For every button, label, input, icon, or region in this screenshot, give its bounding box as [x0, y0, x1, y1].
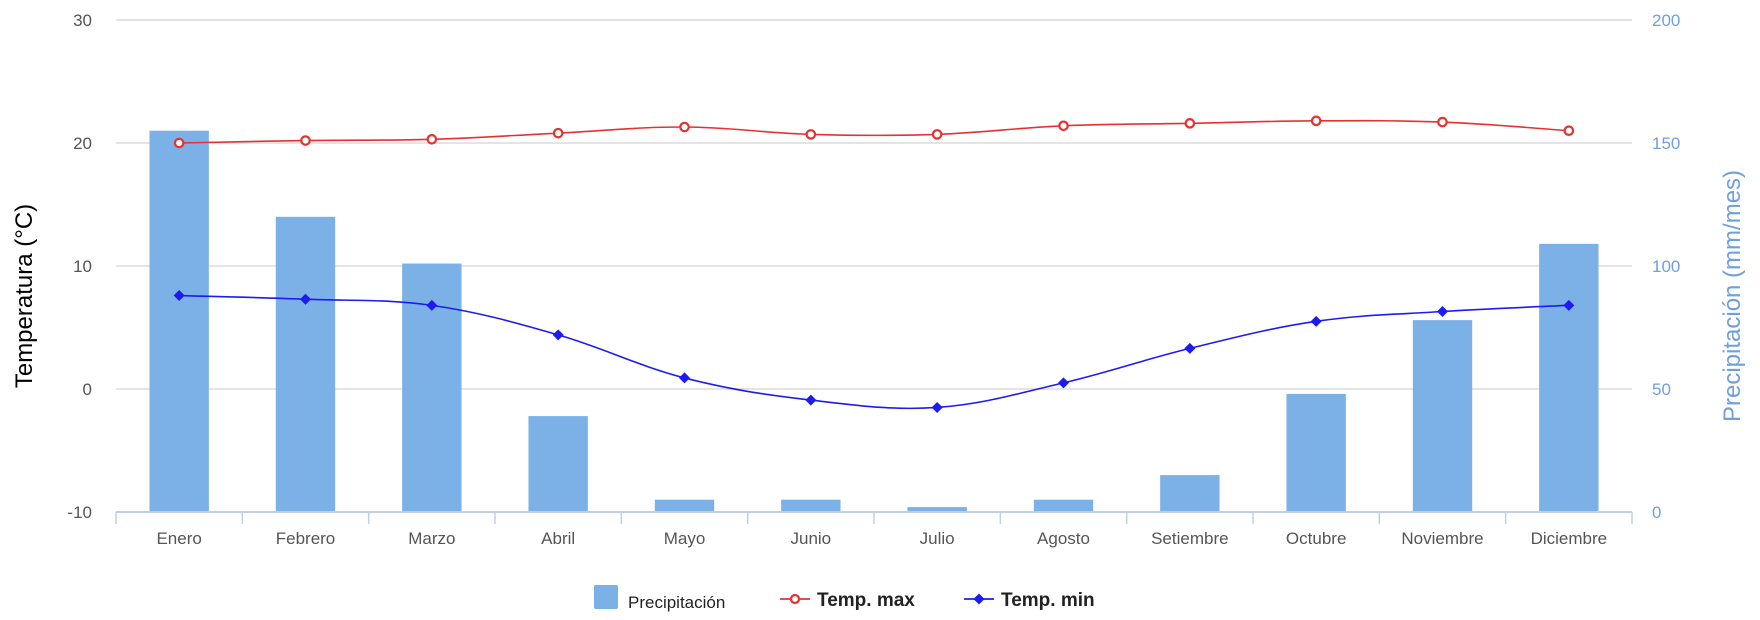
x-tick-label: Febrero [276, 529, 336, 548]
temp-max-marker [1058, 120, 1069, 132]
x-tick-label: Octubre [1286, 529, 1346, 548]
temp-min-marker [1563, 299, 1575, 311]
precipitation-bar [528, 416, 588, 512]
temp-min-marker [173, 290, 185, 302]
temp-max-marker [426, 134, 438, 145]
temp-min-marker [1310, 315, 1322, 327]
y-right-tick-label: 0 [1652, 503, 1661, 522]
precipitation-bar [1286, 393, 1346, 512]
temp-min-marker [931, 401, 943, 413]
precipitation-bar [275, 216, 336, 513]
legend-marker-temp-max [789, 593, 801, 605]
precipitation-bar [1160, 475, 1220, 512]
x-tick-label: Julio [920, 529, 955, 548]
temp-min-marker [426, 299, 438, 311]
temp-max-marker [173, 137, 185, 149]
y-left-tick-label: 10 [73, 257, 92, 276]
temp-max-marker [552, 127, 564, 139]
temp-max-marker [805, 129, 817, 140]
precipitation-bar [1539, 243, 1599, 513]
gridlines [116, 19, 1632, 390]
precipitation-bar [1412, 320, 1473, 512]
legend-marker-temp-min [973, 593, 985, 605]
x-tick-label: Enero [156, 529, 201, 548]
temp-max-marker [1437, 116, 1448, 128]
temp-max-marker [300, 135, 311, 146]
legend: Precipitación Temp. max Temp. min [594, 585, 1095, 612]
precipitation-bar [781, 499, 841, 512]
x-tick-label: Mayo [664, 529, 706, 548]
temperature-lines [173, 115, 1575, 413]
temp-min-marker [1437, 306, 1448, 318]
x-tick-label: Setiembre [1151, 529, 1228, 548]
y-left-tick-label: 0 [83, 380, 92, 399]
temp-max-marker [1310, 115, 1322, 127]
precipitation-bar [1033, 499, 1094, 512]
temp-max-marker [931, 129, 943, 140]
y-right-tick-label: 150 [1652, 134, 1680, 153]
temp-min-marker [552, 329, 564, 341]
temp-max-marker [1184, 118, 1196, 129]
precipitation-bar [149, 130, 209, 512]
y-right-tick-label: 200 [1652, 11, 1680, 30]
x-tick-label: Marzo [408, 529, 455, 548]
legend-label-precipitaci-n: Precipitación [628, 593, 725, 612]
y-left-tick-label: 20 [73, 134, 92, 153]
y-left-tick-label: 30 [73, 11, 92, 30]
y-left-tick-label: -10 [67, 503, 92, 522]
legend-label-temp-max: Temp. max [817, 590, 915, 611]
x-tick-label: Abril [541, 529, 575, 548]
x-tick-label: Junio [791, 529, 832, 548]
temp-min-marker [1184, 342, 1196, 354]
temp-min-line [179, 294, 1569, 410]
y-right-tick-label: 100 [1652, 257, 1680, 276]
precipitation-bar [907, 507, 967, 512]
y-axis-right-title: Precipitación (mm/mes) [1719, 170, 1746, 422]
axes: -10 0 0 50 10 100 20 150 30 200 Enero Febrero Marzo A… [67, 11, 1680, 548]
legend-label-temp-min: Temp. min [1001, 590, 1095, 611]
x-tick-label: Agosto [1037, 529, 1090, 548]
temp-min-marker [679, 372, 690, 384]
temp-min-marker [1058, 377, 1069, 389]
temp-min-marker [805, 394, 817, 406]
y-right-tick-label: 50 [1652, 380, 1671, 399]
temp-max-line [179, 119, 1569, 144]
x-tick-label: Noviembre [1401, 529, 1483, 548]
temp-max-marker [679, 121, 690, 133]
y-axis-left-title: Temperatura (°C) [11, 204, 38, 388]
x-tick-label: Diciembre [1531, 529, 1608, 548]
precipitation-bars [149, 130, 1599, 513]
precipitation-bar [654, 499, 715, 512]
temp-max-marker [1563, 125, 1575, 136]
legend-swatch-precipitaci-n [594, 585, 618, 609]
temp-min-marker [300, 293, 311, 305]
